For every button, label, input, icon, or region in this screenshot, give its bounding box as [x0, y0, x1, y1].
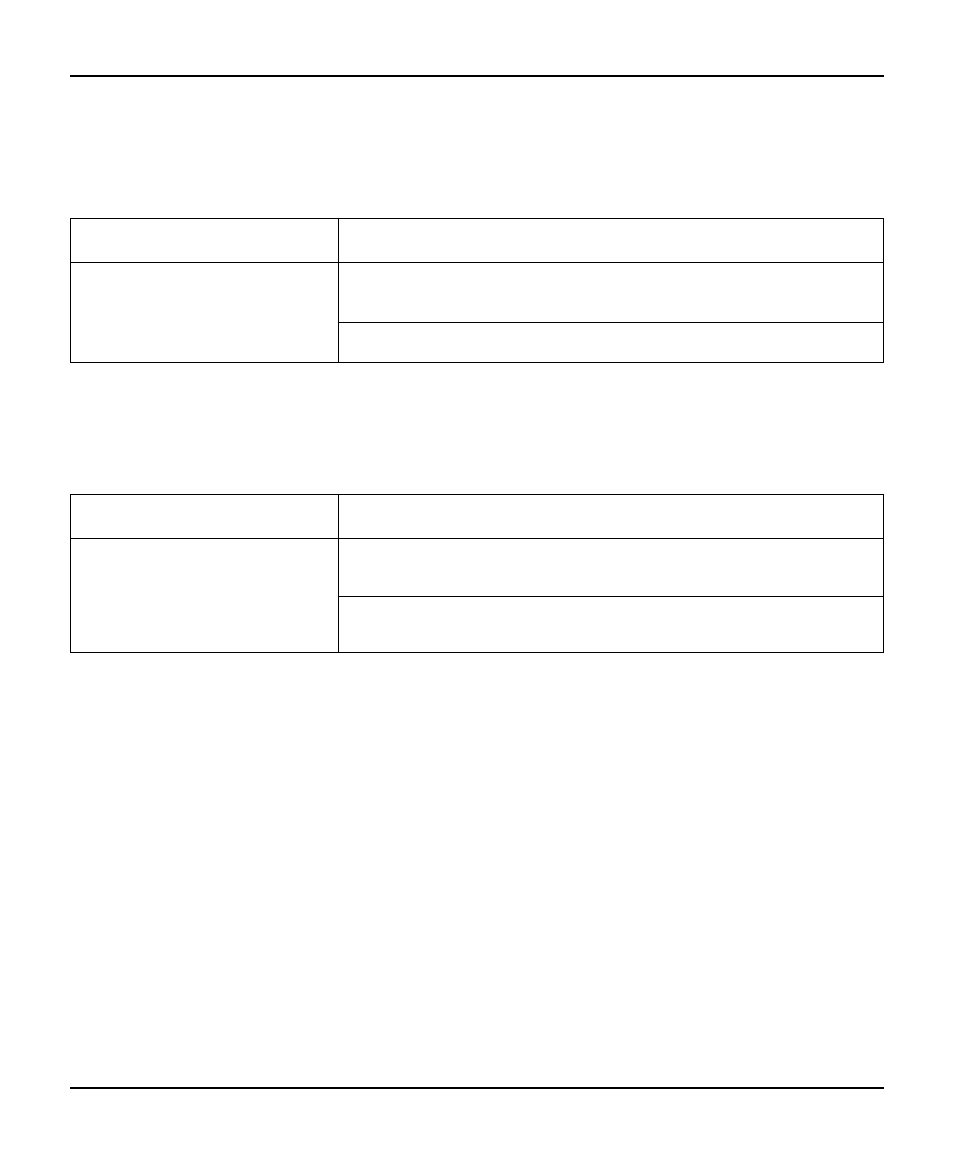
top-horizontal-rule: [70, 75, 884, 77]
table-2: [70, 494, 884, 653]
table-2-row-value: [339, 597, 884, 653]
body-spacer: [70, 673, 884, 1013]
section-1: [70, 117, 884, 363]
table-1: [70, 218, 884, 363]
table-1-row-value: [339, 263, 884, 323]
table-2-row-value: [339, 539, 884, 597]
table-1-header-label: [71, 219, 339, 263]
section-1-intro: [70, 153, 884, 193]
table-row: [71, 539, 884, 597]
section-2-intro: [70, 429, 884, 469]
table-1-row-value: [339, 323, 884, 363]
table-row: [71, 495, 884, 539]
table-1-header-value: [339, 219, 884, 263]
table-2-row-label: [71, 539, 339, 653]
bottom-horizontal-rule: [70, 1087, 884, 1089]
table-row: [71, 263, 884, 323]
section-2-heading: [70, 393, 884, 411]
table-2-header-label: [71, 495, 339, 539]
document-page: [0, 0, 954, 1159]
section-2: [70, 393, 884, 653]
section-1-heading: [70, 117, 884, 135]
table-2-header-value: [339, 495, 884, 539]
table-row: [71, 219, 884, 263]
table-1-row-label: [71, 263, 339, 363]
